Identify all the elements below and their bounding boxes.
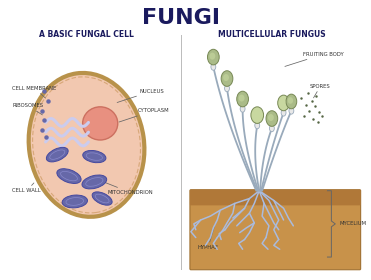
Ellipse shape: [288, 97, 293, 104]
Ellipse shape: [268, 114, 274, 121]
Ellipse shape: [266, 111, 278, 126]
Ellipse shape: [255, 122, 260, 129]
FancyBboxPatch shape: [190, 190, 361, 270]
Ellipse shape: [92, 192, 112, 205]
Text: CYTOPLASM: CYTOPLASM: [119, 108, 169, 122]
Ellipse shape: [221, 71, 233, 86]
Ellipse shape: [224, 85, 229, 92]
Ellipse shape: [83, 107, 118, 140]
Text: CELL MEMBRANE: CELL MEMBRANE: [12, 86, 57, 98]
Ellipse shape: [237, 91, 249, 107]
FancyBboxPatch shape: [190, 190, 361, 205]
Ellipse shape: [46, 147, 68, 162]
Text: HYPHAE: HYPHAE: [198, 224, 219, 250]
Ellipse shape: [223, 74, 229, 81]
Text: FUNGI: FUNGI: [142, 8, 220, 28]
Text: NUCLEUS: NUCLEUS: [117, 89, 164, 102]
Ellipse shape: [82, 175, 107, 189]
Ellipse shape: [239, 95, 244, 102]
Ellipse shape: [62, 195, 88, 208]
Ellipse shape: [286, 94, 297, 109]
Ellipse shape: [281, 109, 286, 116]
Text: MITOCHONDRION: MITOCHONDRION: [98, 179, 154, 195]
Ellipse shape: [29, 73, 144, 217]
Text: CELL WALL: CELL WALL: [12, 183, 41, 193]
Text: FRUITING BODY: FRUITING BODY: [285, 52, 344, 66]
Ellipse shape: [83, 150, 106, 163]
Ellipse shape: [269, 125, 274, 132]
Text: MULTICELLULAR FUNGUS: MULTICELLULAR FUNGUS: [218, 30, 326, 39]
Ellipse shape: [251, 107, 263, 123]
Ellipse shape: [210, 53, 215, 60]
Ellipse shape: [278, 95, 289, 111]
Text: A BASIC FUNGAL CELL: A BASIC FUNGAL CELL: [39, 30, 134, 39]
Ellipse shape: [57, 169, 81, 183]
Ellipse shape: [280, 99, 286, 106]
Text: MYCELIUM: MYCELIUM: [339, 221, 366, 227]
Text: RIBOSOMES: RIBOSOMES: [12, 103, 43, 115]
Ellipse shape: [253, 110, 259, 118]
Ellipse shape: [289, 107, 294, 114]
Text: SPORES: SPORES: [310, 84, 331, 98]
Ellipse shape: [207, 49, 219, 65]
Ellipse shape: [240, 105, 245, 112]
Ellipse shape: [211, 64, 216, 70]
